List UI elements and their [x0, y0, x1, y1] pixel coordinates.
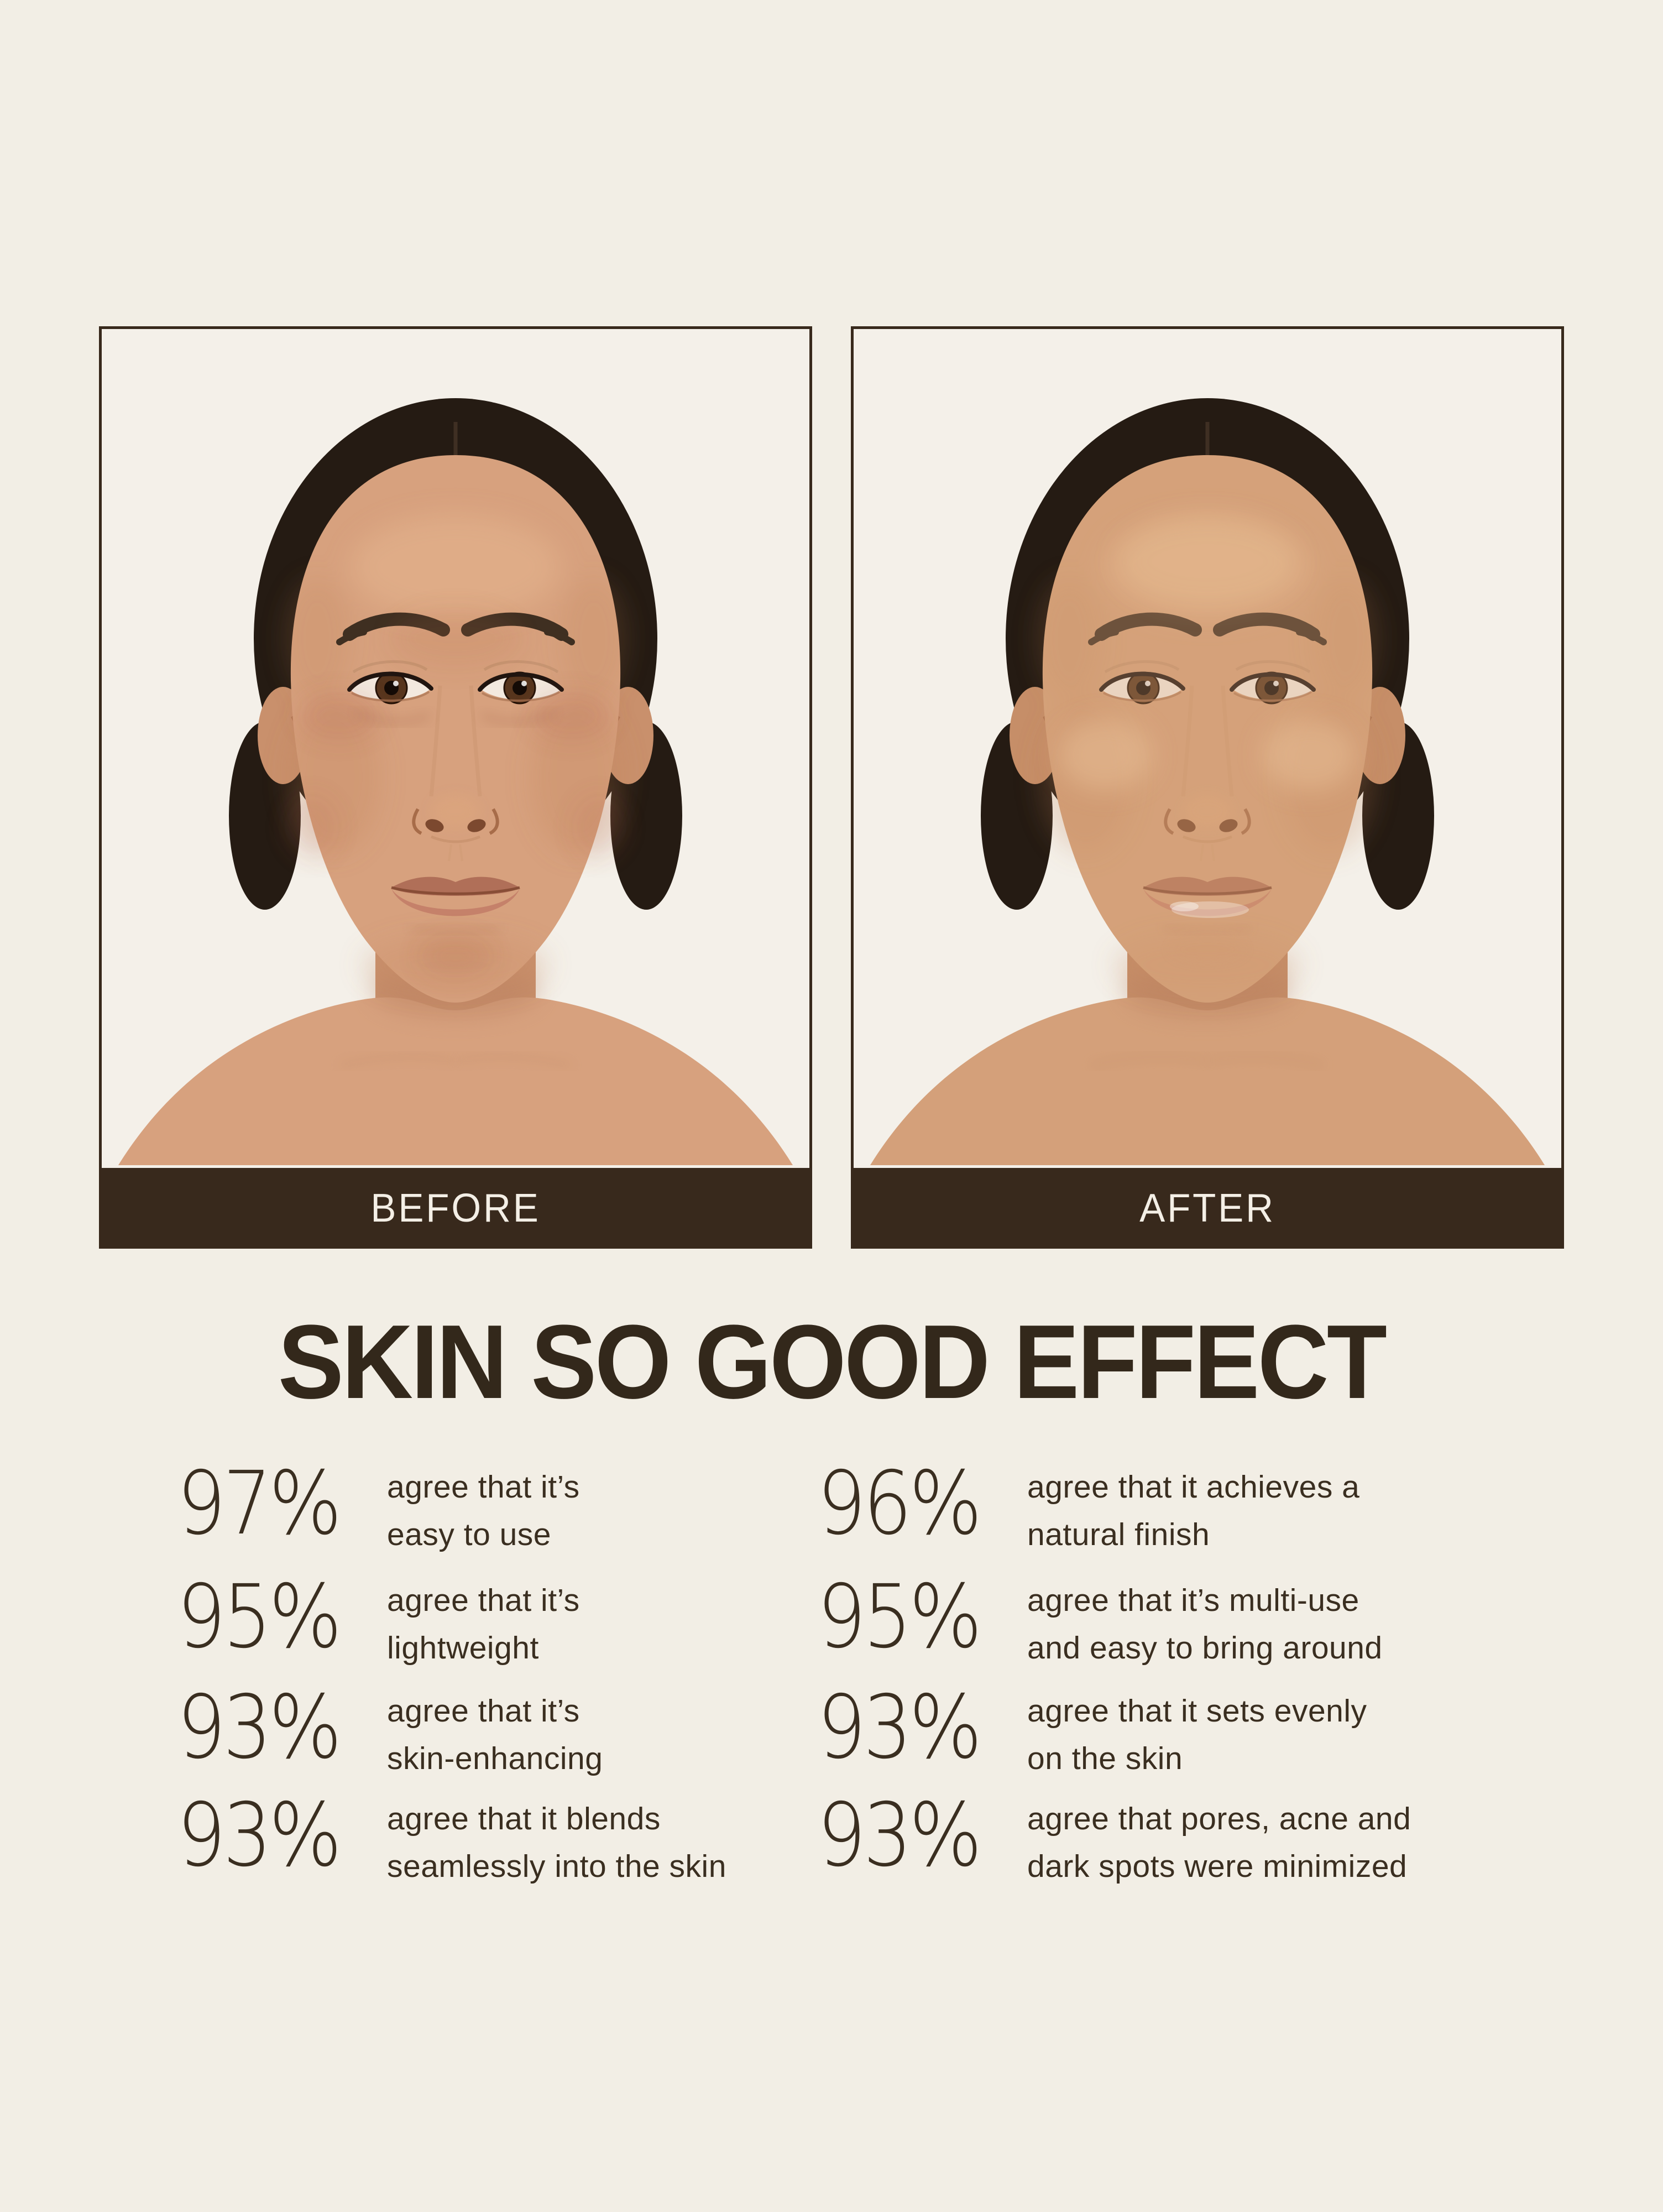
stat-easy-to-use: 97% agree that it’s easy to use [177, 1460, 580, 1558]
stat-value: 95% [817, 1566, 982, 1668]
stat-skin-enhancing: 93% agree that it’s skin-enhancing [177, 1684, 603, 1782]
stat-value: 93% [177, 1785, 342, 1886]
before-label-bar: BEFORE [99, 1168, 812, 1249]
after-label: AFTER [1139, 1186, 1275, 1230]
stat-sets-evenly: 93% agree that it sets evenly on the ski… [817, 1684, 1367, 1782]
stat-label: agree that it’s easy to use [387, 1469, 580, 1552]
headline: SKIN SO GOOD EFFECT [278, 1303, 1387, 1421]
stat-natural-finish: 96% agree that it achieves a natural fin… [817, 1460, 1359, 1558]
stat-label: agree that it blends seamlessly into the… [387, 1801, 726, 1884]
stat-multi-use: 95% agree that it’s multi-use and easy t… [817, 1573, 1383, 1672]
after-label-bar: AFTER [851, 1168, 1564, 1249]
stat-value: 96% [817, 1453, 982, 1554]
stat-label: agree that it’s lightweight [387, 1583, 580, 1666]
stat-label: agree that pores, acne and dark spots we… [1027, 1801, 1411, 1884]
before-label: BEFORE [370, 1186, 541, 1230]
before-portrait-photo [102, 329, 809, 1165]
stat-label: agree that it sets evenly on the skin [1027, 1693, 1367, 1776]
stat-pores-minimized: 93% agree that pores, acne and dark spot… [817, 1792, 1411, 1890]
stat-value: 95% [177, 1566, 342, 1668]
after-portrait-photo [854, 329, 1561, 1165]
stat-lightweight: 95% agree that it’s lightweight [177, 1573, 580, 1672]
stat-label: agree that it’s skin-enhancing [387, 1693, 603, 1776]
stat-value: 93% [817, 1785, 982, 1886]
after-panel: AFTER [851, 326, 1564, 1249]
stat-value: 93% [177, 1677, 342, 1778]
stat-label: agree that it achieves a natural finish [1027, 1469, 1360, 1552]
stat-value: 93% [817, 1677, 982, 1778]
stat-blends-seamlessly: 93% agree that it blends seamlessly into… [177, 1792, 726, 1890]
stat-value: 97% [177, 1453, 342, 1554]
before-panel: BEFORE [99, 326, 812, 1249]
stat-label: agree that it’s multi-use and easy to br… [1027, 1583, 1383, 1666]
